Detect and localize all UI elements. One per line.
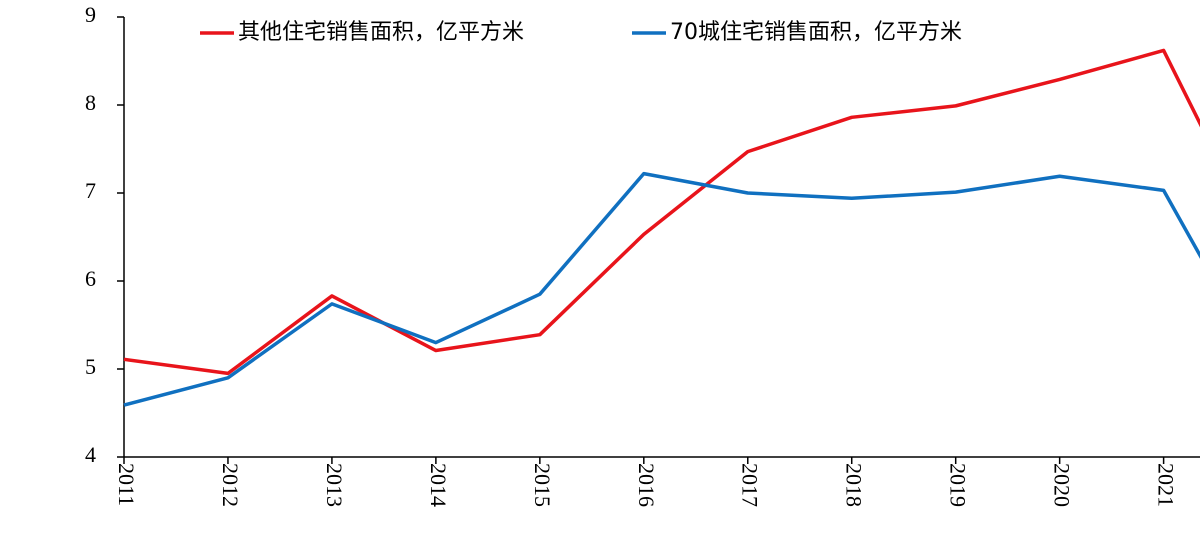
y-tick-label: 5 <box>85 354 96 379</box>
x-tick-label: 2017 <box>738 463 763 507</box>
x-tick-label: 2019 <box>946 463 971 507</box>
x-tick-label: 2021 <box>1154 463 1179 507</box>
x-tick-label: 2018 <box>842 463 867 507</box>
series-line <box>123 171 1200 407</box>
series-line <box>123 48 1200 376</box>
legend-label: 70城住宅销售面积，亿平方米 <box>670 20 962 45</box>
x-tick-label: 2014 <box>426 463 451 507</box>
y-tick-label: 7 <box>85 178 96 203</box>
x-tick-label: 2013 <box>322 463 347 507</box>
y-tick-label: 9 <box>85 2 96 27</box>
x-tick-label: 2015 <box>530 463 555 507</box>
x-tick-label: 2016 <box>634 463 659 507</box>
y-tick-label: 6 <box>85 266 96 291</box>
plot-area <box>123 48 1200 407</box>
x-tick-label: 2020 <box>1050 463 1075 507</box>
y-tick-label: 8 <box>85 90 96 115</box>
x-tick-label: 2011 <box>114 463 139 506</box>
legend-label: 其他住宅销售面积，亿平方米 <box>238 20 524 45</box>
x-tick-label: 2012 <box>218 463 243 507</box>
y-tick-label: 4 <box>85 442 96 467</box>
